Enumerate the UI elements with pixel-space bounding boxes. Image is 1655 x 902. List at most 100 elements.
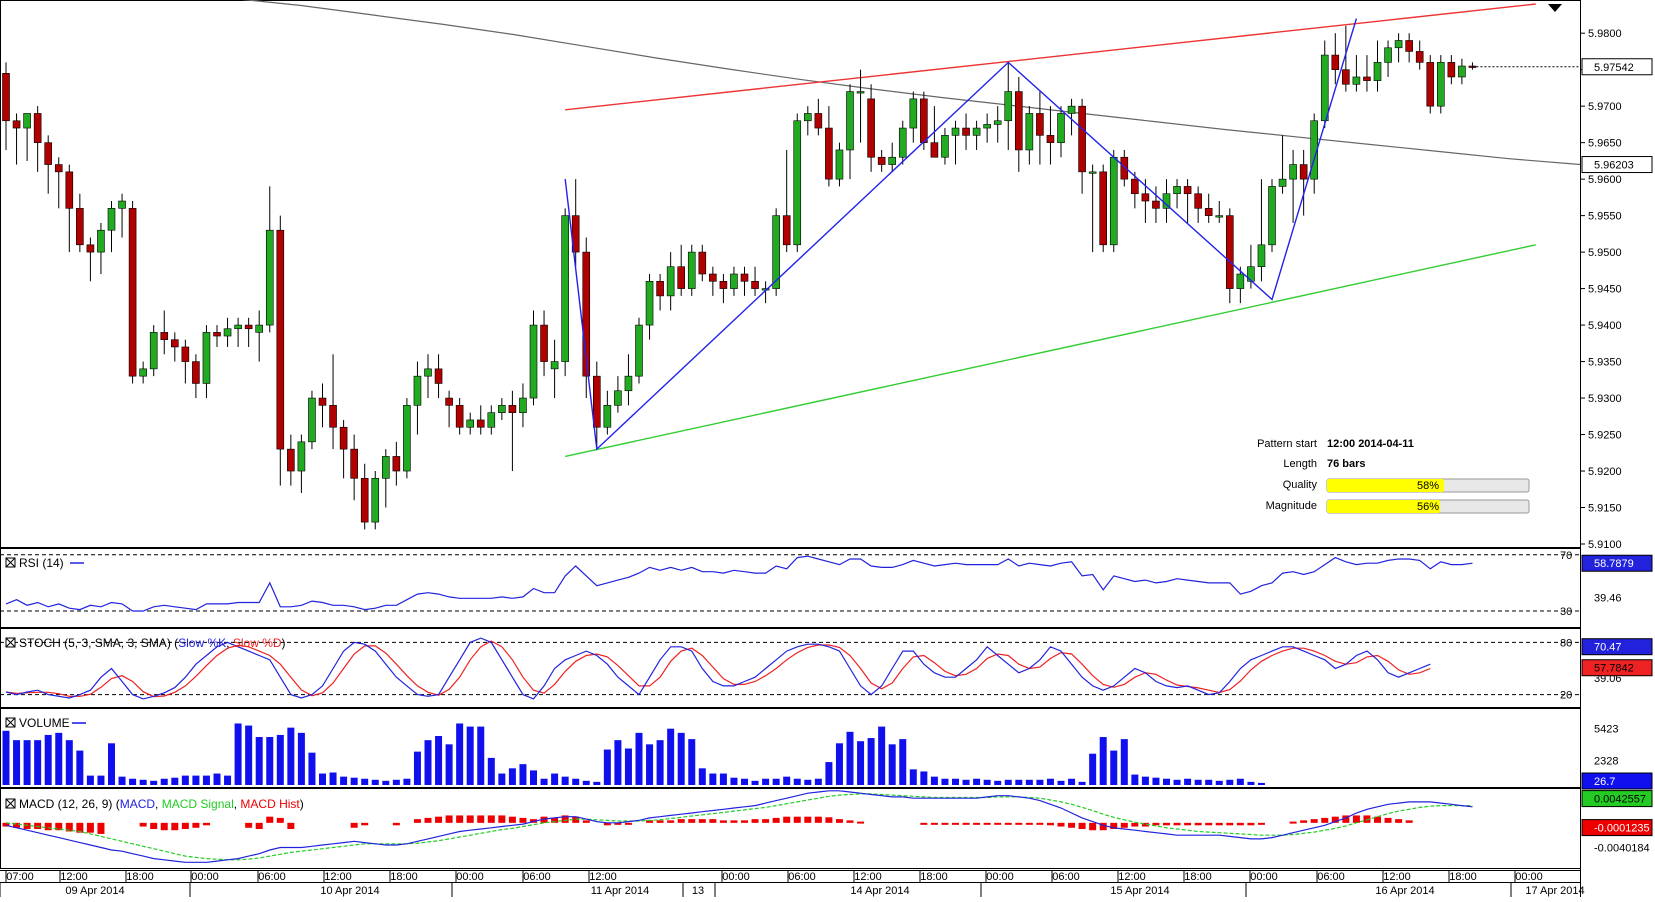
- volume-bar: [245, 725, 253, 785]
- volume-bar: [1173, 779, 1181, 785]
- hour-label: 18:00: [1449, 871, 1477, 883]
- macd-hist-bar: [1068, 822, 1076, 828]
- volume-bar: [920, 771, 928, 785]
- candle-body: [1320, 54, 1329, 122]
- macd-hist-bar: [276, 817, 284, 823]
- volume-bar: [983, 779, 991, 785]
- macd-hist-bar: [793, 816, 801, 823]
- candle: [624, 354, 633, 406]
- volume-bar: [76, 750, 84, 785]
- hour-label: 12:00: [1118, 871, 1146, 883]
- candle: [1025, 106, 1034, 165]
- volume-bar: [1110, 750, 1118, 785]
- volume-bar: [709, 773, 717, 785]
- candle: [476, 405, 485, 435]
- macd-hist-bar: [1036, 822, 1044, 825]
- candle: [993, 106, 1002, 143]
- candle: [677, 244, 686, 296]
- macd-title: MACD (12, 26, 9) (MACD, MACD Signal, MAC…: [5, 797, 304, 811]
- macd-hist-bar: [498, 815, 506, 823]
- date-label: 16 Apr 2014: [1375, 885, 1434, 897]
- hour-label: 00:00: [1250, 871, 1278, 883]
- candle: [107, 201, 116, 253]
- volume-bar: [888, 744, 896, 785]
- macd-hist-bar: [667, 820, 675, 823]
- volume-bar: [234, 723, 242, 785]
- candle-body: [287, 448, 295, 472]
- macd-hist-bar: [1141, 822, 1149, 827]
- macd-hist-bar: [825, 817, 833, 823]
- candle: [1099, 164, 1107, 253]
- volume-bar: [403, 778, 411, 785]
- candle-body: [1109, 156, 1118, 246]
- candle: [1299, 149, 1308, 216]
- macd-hist-bar: [424, 817, 432, 823]
- candle-body: [719, 280, 728, 289]
- candle: [339, 419, 348, 479]
- candle-body: [12, 120, 21, 129]
- volume-bar: [973, 778, 981, 785]
- candle: [192, 354, 200, 399]
- candle-body: [350, 448, 358, 479]
- volume-bar: [1015, 779, 1023, 785]
- pattern-start-label: Pattern start: [1257, 438, 1317, 450]
- candle: [1268, 179, 1276, 253]
- candle: [297, 434, 306, 493]
- macd-hist-bar: [1300, 820, 1308, 823]
- volume-bar: [677, 732, 685, 785]
- volume-title: VOLUME: [5, 716, 86, 730]
- pattern-length-value: 76 bars: [1327, 458, 1366, 470]
- candle: [1131, 171, 1139, 209]
- volume-bar: [751, 780, 759, 785]
- candle-body: [107, 208, 116, 231]
- volume-bar: [772, 778, 780, 785]
- candle: [1183, 179, 1192, 223]
- candle-body: [381, 456, 390, 479]
- volume-bar: [540, 778, 548, 785]
- price-tick-label: 5.9250: [1588, 430, 1622, 442]
- volume-bar: [456, 723, 464, 785]
- candle: [1088, 164, 1097, 253]
- candle-body: [1057, 113, 1065, 143]
- macd-hist-bar: [487, 815, 495, 823]
- candle-body: [1426, 62, 1435, 107]
- candle: [1437, 55, 1445, 114]
- candle-body: [213, 332, 221, 337]
- candle-body: [698, 251, 707, 275]
- volume-bar: [477, 726, 485, 785]
- stoch-title-text: STOCH (5, 3, SMA, 3, SMA) (Slow %K, Slow…: [19, 636, 286, 650]
- hour-label: 06:00: [258, 871, 286, 883]
- pattern-magnitude-label: Magnitude: [1266, 500, 1317, 512]
- volume-bar: [941, 778, 949, 785]
- macd-hist-bar: [1078, 822, 1086, 829]
- pattern-zigzag: [564, 18, 1358, 451]
- candle-body: [550, 361, 559, 370]
- candle: [508, 390, 517, 472]
- candle-body: [44, 142, 53, 165]
- candle-body: [1088, 171, 1097, 174]
- candle-body: [1373, 62, 1382, 81]
- axis-layer: 5.98005.97505.97005.96505.96005.95505.95…: [0, 28, 1653, 897]
- candle: [1384, 40, 1392, 77]
- candle-body: [592, 375, 601, 428]
- volume-bar: [319, 773, 326, 785]
- macd-hist-bar: [65, 822, 73, 832]
- price-tick-label: 5.9200: [1588, 466, 1622, 478]
- moving-average-label: 5.96203: [1594, 160, 1634, 172]
- macd-hist-bar: [519, 817, 527, 823]
- candle: [782, 149, 791, 253]
- macd-hist-bar: [751, 819, 759, 823]
- macd-hist-bar: [920, 822, 928, 825]
- candle: [244, 317, 253, 347]
- macd-hist-bar: [1131, 822, 1139, 827]
- candle-body: [614, 390, 622, 406]
- candle-body: [1025, 113, 1034, 151]
- macd-hist-bar: [202, 822, 210, 826]
- candle: [1057, 106, 1065, 158]
- candle: [128, 201, 137, 384]
- candle: [381, 449, 390, 508]
- candle: [1152, 186, 1160, 223]
- macd-hist-bar: [624, 822, 632, 825]
- volume-bar: [994, 780, 1002, 785]
- candle-body: [181, 346, 190, 362]
